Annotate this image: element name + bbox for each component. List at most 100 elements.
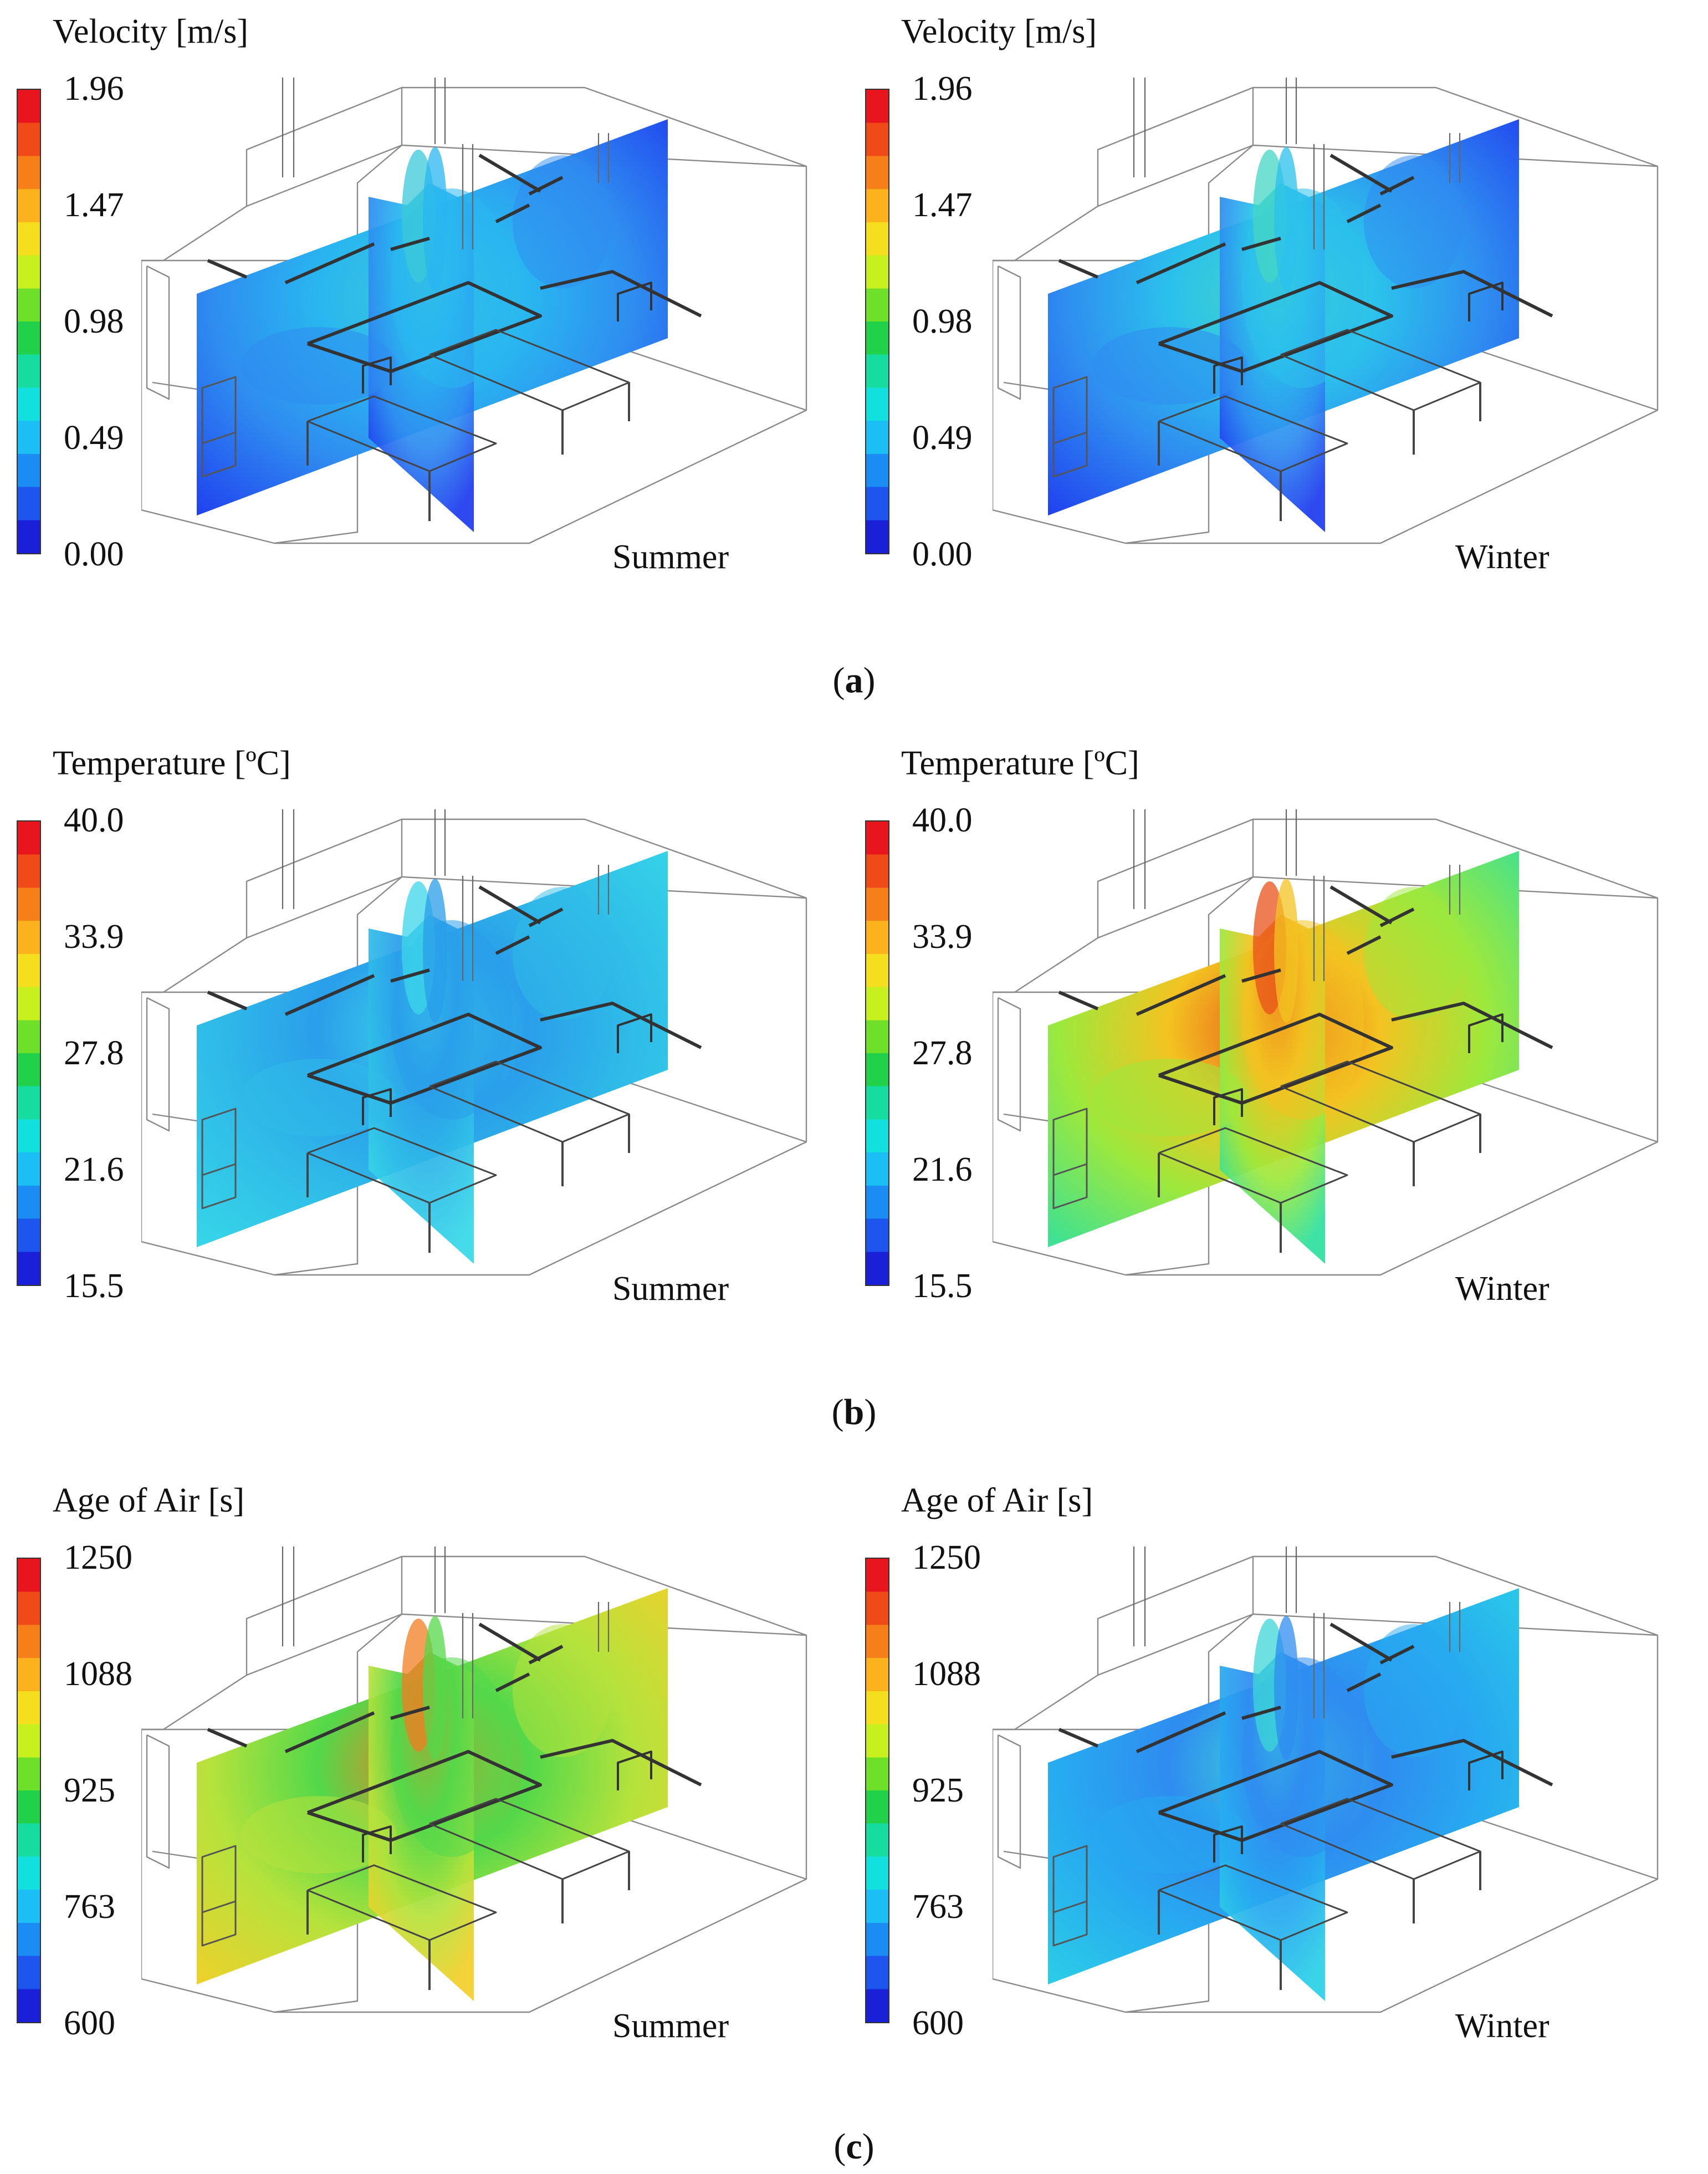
room-outline [993, 818, 1659, 1276]
room-back-edge [1097, 88, 1254, 207]
season-label: Summer [612, 538, 729, 576]
pipe-loop [1158, 1013, 1393, 1105]
room-edge [141, 876, 402, 993]
pipe [284, 242, 375, 284]
legend-tick-label: 1.96 [64, 70, 124, 108]
cell-a-right: Velocity [m/s] 1.96 1.47 0.98 0.49 0.00 Winter [854, 0, 1708, 610]
cabinet [1052, 1108, 1088, 1176]
legend-tick-label: 1.47 [912, 186, 973, 224]
pipe [207, 1728, 248, 1748]
pipe [1346, 203, 1382, 223]
cell-c-right: Age of Air [s] 1250 1088 925 763 600 Winter [854, 1469, 1708, 2079]
room-edge [993, 1614, 1254, 1731]
legend-tick-label: 27.8 [912, 1034, 973, 1072]
headboard [617, 282, 652, 321]
contour-region [1274, 1616, 1298, 1760]
legend-colorbar [865, 820, 889, 1286]
legend-tick-label: 21.6 [912, 1151, 973, 1188]
pipe [495, 1672, 530, 1692]
legend-title: Velocity [m/s] [901, 13, 1097, 50]
legend-tick-label: 1088 [64, 1655, 132, 1693]
room-edge [993, 876, 1254, 993]
legend-tick-label: 1250 [64, 1539, 132, 1576]
pipe [1058, 259, 1099, 279]
legend-tick-label: 1.96 [912, 70, 973, 108]
legend-tick-label: 925 [912, 1772, 964, 1809]
pipe [207, 991, 248, 1011]
cabinet [201, 1164, 237, 1210]
cell-b-right: Temperature [ºC] 40.0 33.9 27.8 21.6 15.5 Wint… [854, 732, 1708, 1341]
legend-colorbar [17, 820, 41, 1286]
season-label: Winter [1455, 2007, 1550, 2045]
pipe [1379, 176, 1415, 196]
pipe [1391, 270, 1553, 318]
pipe [1329, 885, 1393, 925]
contour-region [1364, 887, 1464, 1020]
cabinet [201, 1901, 237, 1947]
caption-b: (b) [831, 1392, 877, 1432]
pipe [478, 885, 541, 925]
contour-region [423, 879, 447, 1023]
pipe [1136, 1711, 1226, 1753]
pipe [528, 907, 564, 927]
legend-tick-label: 925 [64, 1772, 115, 1809]
room-outline [141, 818, 807, 1276]
cfd-room-scene [993, 809, 1659, 1276]
contour-region [241, 327, 396, 405]
pipe [495, 203, 530, 223]
room-outline [141, 86, 807, 544]
pipe [284, 974, 375, 1016]
cell-a-left: Velocity [m/s] 1.96 1.47 0.98 0.49 0.00 Summer [0, 0, 854, 610]
room-outline [993, 1555, 1659, 2013]
season-label: Winter [1455, 538, 1550, 576]
contour-region [1274, 147, 1298, 291]
cfd-room-scene [993, 78, 1659, 544]
room-window-frame [146, 997, 170, 1132]
pipe [207, 259, 248, 279]
legend-tick-label: 33.9 [912, 918, 973, 956]
panel-a: Velocity [m/s] 1.96 1.47 0.98 0.49 0.00 Summer… [0, 0, 1708, 704]
panel-c: Age of Air [s] 1250 1088 925 763 600 Summer Ag… [0, 1469, 1708, 2174]
legend-tick-label: 0.49 [912, 419, 973, 457]
cabinet [201, 1108, 237, 1176]
pipe [540, 270, 702, 318]
room-edge [141, 145, 402, 262]
contour-region [1092, 327, 1247, 405]
legend-tick-label: 763 [64, 1888, 115, 1926]
contour-region [241, 1059, 396, 1136]
bed-frame [1158, 1864, 1348, 1941]
legend-tick-label: 33.9 [64, 918, 124, 956]
contour-region [513, 1624, 612, 1757]
legend-tick-label: 21.6 [64, 1151, 124, 1188]
headboard [617, 1013, 652, 1053]
legend-tick-label: 40.0 [64, 802, 124, 839]
pipe [495, 935, 530, 955]
pipe [1379, 1645, 1415, 1665]
pipe [540, 1739, 702, 1787]
room-outline [993, 86, 1659, 544]
contour-region [1364, 155, 1464, 288]
panel-b: Temperature [ºC] 40.0 33.9 27.8 21.6 15.5 Summ… [0, 732, 1708, 1441]
pipe [528, 1645, 564, 1665]
pipe [1058, 1728, 1099, 1748]
legend-colorbar [865, 1558, 889, 2023]
room-edge [993, 145, 1254, 262]
cabinet [1052, 1164, 1088, 1210]
room-window-frame [997, 265, 1021, 400]
contour-region [423, 1616, 447, 1760]
cfd-room-scene [141, 78, 807, 544]
pipe [284, 1711, 375, 1753]
pipe [1136, 242, 1226, 284]
bed-frame [307, 1864, 497, 1941]
contour-region [241, 1796, 396, 1874]
caption-c: (c) [833, 2126, 875, 2167]
legend-title: Velocity [m/s] [53, 13, 248, 50]
cabinet [1052, 1845, 1088, 1913]
headboard [362, 1825, 392, 1862]
legend-tick-label: 1.47 [64, 186, 124, 224]
pipe [1329, 154, 1393, 193]
cfd-room-scene [993, 1547, 1659, 2013]
legend-tick-label: 0.98 [64, 303, 124, 340]
pipe [390, 1706, 430, 1720]
headboard [1213, 1088, 1243, 1125]
